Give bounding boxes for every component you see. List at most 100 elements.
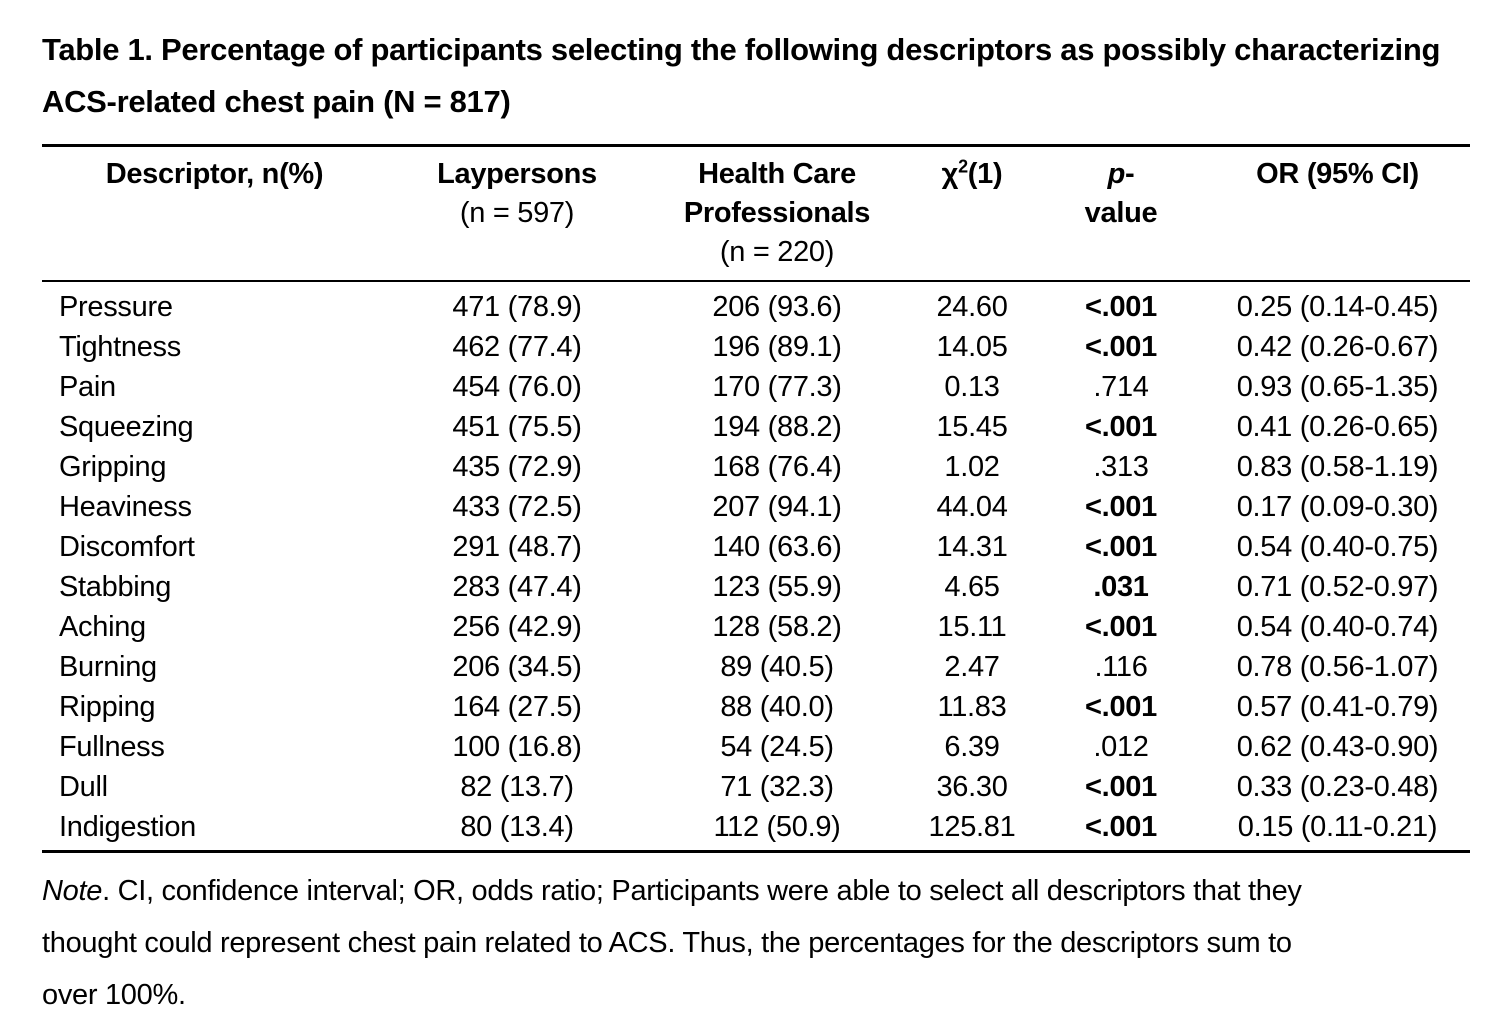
p-hyphen: - [1125, 158, 1135, 190]
table-row: Squeezing 451 (75.5) 194 (88.2) 15.45 <.… [42, 407, 1470, 447]
odds-ratio-cell: 0.78 (0.56-1.07) [1236, 651, 1439, 683]
chi-squared-cell: 6.39 [944, 731, 1000, 763]
note-text: . CI, confidence interval; OR, odds rati… [42, 875, 1302, 1011]
descriptor-cell: Dull [59, 771, 108, 803]
table-row: Burning 206 (34.5) 89 (40.5) 2.47 .116 0… [42, 647, 1470, 687]
p-value-text: <.001 [1085, 811, 1157, 843]
laypersons-cell: 451 (75.5) [452, 411, 582, 443]
table-row: Heaviness 433 (72.5) 207 (94.1) 44.04 <.… [42, 487, 1470, 527]
p-value-cell: <.001 [1037, 687, 1205, 727]
laypersons-cell: 80 (13.4) [460, 811, 574, 843]
hcp-cell: 123 (55.9) [712, 571, 842, 603]
hcp-cell: 128 (58.2) [712, 611, 842, 643]
laypersons-cell: 462 (77.4) [452, 331, 582, 363]
descriptor-cell: Stabbing [59, 571, 172, 603]
col-header-descriptor: Descriptor, n(%) [42, 145, 387, 282]
odds-ratio-cell: 0.15 (0.11-0.21) [1237, 811, 1438, 843]
descriptor-header-label: Descriptor, n(%) [105, 158, 324, 190]
chi-squared-cell: 0.13 [944, 371, 1000, 403]
laypersons-header-label: Laypersons [437, 158, 597, 190]
p-value-cell: <.001 [1037, 607, 1205, 647]
descriptor-cell: Gripping [59, 451, 167, 483]
laypersons-cell: 283 (47.4) [452, 571, 582, 603]
hcp-cell: 112 (50.9) [713, 811, 841, 843]
table-row: Discomfort 291 (48.7) 140 (63.6) 14.31 <… [42, 527, 1470, 567]
chi-squared-cell: 4.65 [944, 571, 1000, 603]
p-value-cell: <.001 [1037, 407, 1205, 447]
odds-ratio-cell: 0.41 (0.26-0.65) [1236, 411, 1439, 443]
chi-squared-cell: 36.30 [936, 771, 1008, 803]
p-value-cell: <.001 [1037, 807, 1205, 852]
table-title: Table 1. Percentage of participants sele… [42, 32, 1441, 119]
table-row: Fullness 100 (16.8) 54 (24.5) 6.39 .012 … [42, 727, 1470, 767]
descriptor-cell: Squeezing [59, 411, 194, 443]
descriptor-cell: Fullness [59, 731, 165, 763]
descriptor-cell: Burning [59, 651, 157, 683]
note-label: Note [42, 875, 103, 907]
col-header-hcp: Health Care Professionals (n = 220) [647, 145, 907, 282]
laypersons-cell: 82 (13.7) [460, 771, 574, 803]
p-value-text: <.001 [1085, 531, 1157, 563]
odds-ratio-header-label: OR (95% CI) [1256, 158, 1419, 190]
col-header-p-value: p- value [1037, 145, 1205, 282]
descriptor-cell: Discomfort [59, 531, 195, 563]
hcp-cell: 194 (88.2) [712, 411, 842, 443]
laypersons-cell: 206 (34.5) [452, 651, 582, 683]
table-row: Pressure 471 (78.9) 206 (93.6) 24.60 <.0… [42, 281, 1470, 327]
odds-ratio-cell: 0.62 (0.43-0.90) [1236, 731, 1439, 763]
p-value-text: .116 [1094, 651, 1148, 683]
laypersons-cell: 435 (72.9) [452, 451, 582, 483]
table-row: Stabbing 283 (47.4) 123 (55.9) 4.65 .031… [42, 567, 1470, 607]
hcp-cell: 170 (77.3) [712, 371, 842, 403]
table-row: Indigestion 80 (13.4) 112 (50.9) 125.81 … [42, 807, 1470, 852]
p-value-cell: <.001 [1037, 327, 1205, 367]
p-value-cell: <.001 [1037, 767, 1205, 807]
chi-squared-cell: 24.60 [936, 291, 1008, 323]
p-value-text: <.001 [1085, 331, 1157, 363]
col-header-chi-squared: χ2(1) [907, 145, 1037, 282]
chi-symbol: χ [941, 158, 959, 190]
p-value-text: <.001 [1085, 611, 1157, 643]
col-header-laypersons: Laypersons (n = 597) [387, 145, 647, 282]
laypersons-cell: 291 (48.7) [452, 531, 582, 563]
p-word: value [1084, 197, 1158, 229]
hcp-cell: 54 (24.5) [720, 731, 834, 763]
odds-ratio-cell: 0.33 (0.23-0.48) [1236, 771, 1439, 803]
results-table: Descriptor, n(%) Laypersons (n = 597) He… [42, 144, 1470, 853]
chi-squared-cell: 125.81 [928, 811, 1016, 843]
table-row: Tightness 462 (77.4) 196 (89.1) 14.05 <.… [42, 327, 1470, 367]
chi-df: (1) [967, 158, 1003, 190]
p-value-text: <.001 [1085, 411, 1157, 443]
descriptor-cell: Tightness [59, 331, 181, 363]
laypersons-cell: 164 (27.5) [452, 691, 582, 723]
odds-ratio-cell: 0.54 (0.40-0.75) [1236, 531, 1439, 563]
hcp-sample-size: (n = 220) [719, 236, 835, 268]
table-row: Aching 256 (42.9) 128 (58.2) 15.11 <.001… [42, 607, 1470, 647]
odds-ratio-cell: 0.42 (0.26-0.67) [1236, 331, 1439, 363]
p-value-text: <.001 [1085, 291, 1157, 323]
note: Note. CI, confidence interval; OR, odds … [42, 865, 1352, 1021]
chi-squared-cell: 14.31 [936, 531, 1008, 563]
odds-ratio-cell: 0.57 (0.41-0.79) [1236, 691, 1439, 723]
chi-squared-cell: 11.83 [937, 691, 1007, 723]
descriptor-cell: Ripping [59, 691, 156, 723]
hcp-cell: 207 (94.1) [712, 491, 842, 523]
descriptor-cell: Heaviness [59, 491, 192, 523]
laypersons-cell: 471 (78.9) [452, 291, 582, 323]
hcp-cell: 88 (40.0) [720, 691, 834, 723]
odds-ratio-cell: 0.83 (0.58-1.19) [1236, 451, 1439, 483]
col-header-odds-ratio: OR (95% CI) [1205, 145, 1470, 282]
p-value-cell: <.001 [1037, 281, 1205, 327]
hcp-cell: 89 (40.5) [720, 651, 834, 683]
p-value-cell: .012 [1037, 727, 1205, 767]
p-value-text: .313 [1093, 451, 1149, 483]
chi-squared-cell: 2.47 [944, 651, 1000, 683]
p-value-text: .714 [1093, 371, 1149, 403]
p-value-cell: .313 [1037, 447, 1205, 487]
hcp-cell: 140 (63.6) [712, 531, 842, 563]
descriptor-cell: Indigestion [59, 811, 196, 843]
p-value-text: .031 [1093, 571, 1149, 603]
chi-squared-cell: 14.05 [936, 331, 1008, 363]
hcp-cell: 206 (93.6) [712, 291, 842, 323]
p-value-cell: .031 [1037, 567, 1205, 607]
